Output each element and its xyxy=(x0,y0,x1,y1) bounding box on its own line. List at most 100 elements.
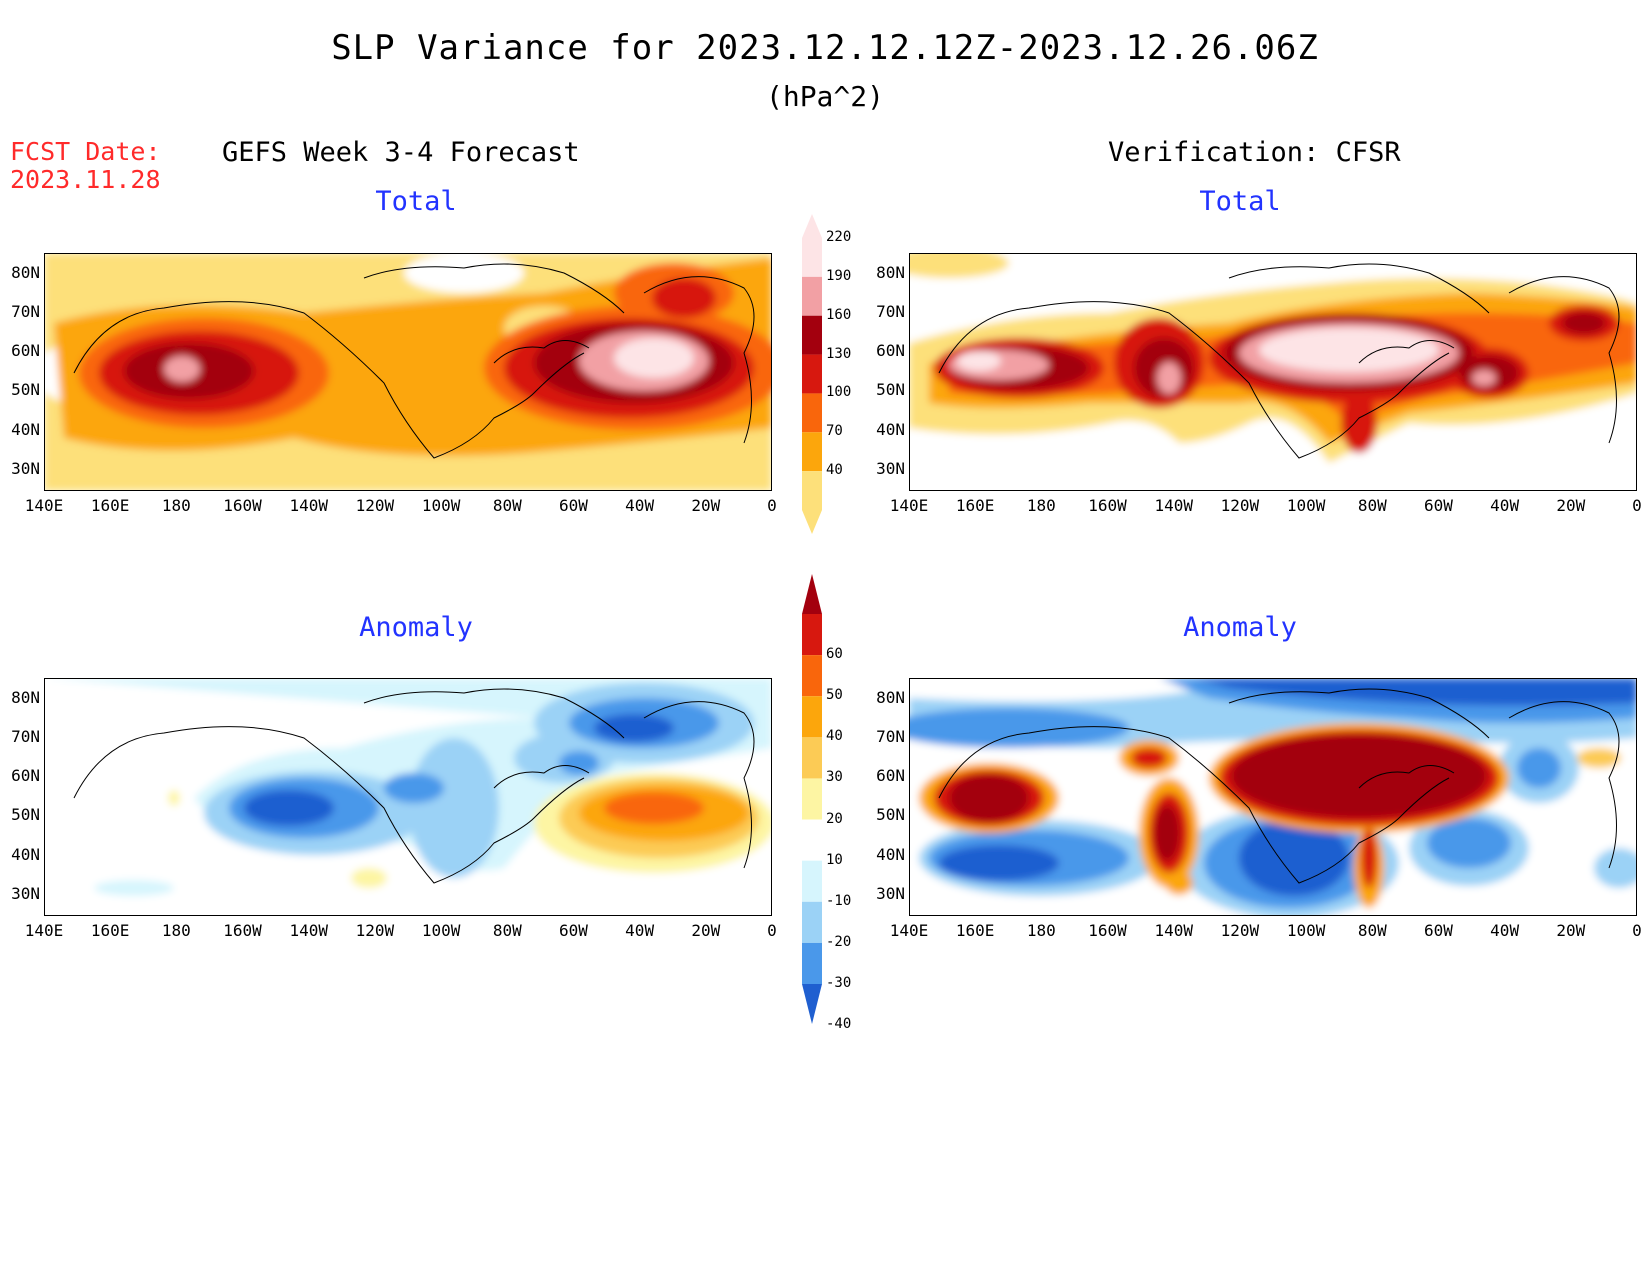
colorbar-swatch xyxy=(802,471,822,510)
lat-tick-label: 40N xyxy=(11,845,40,864)
lat-tick-label: 30N xyxy=(876,884,905,903)
anomaly-colorbar: 60 50 40 30 20 10 -10 -20 -30 -40 xyxy=(802,574,862,1032)
colorbar-tick-label: 40 xyxy=(826,728,843,745)
lon-tick-label: 120W xyxy=(355,921,395,940)
verification-column-title: Verification: CFSR xyxy=(1108,137,1401,168)
colorbar-tick-label: 40 xyxy=(826,462,843,479)
lon-tick-label: 180 xyxy=(1026,496,1056,515)
lat-tick-label: 50N xyxy=(876,380,905,399)
colorbar-tick-label: 50 xyxy=(826,687,843,704)
lon-tick-label: 120W xyxy=(1220,921,1260,940)
lon-tick-label: 0 xyxy=(767,921,777,940)
colorbar-swatch xyxy=(802,315,822,355)
lon-tick-label: 60W xyxy=(1424,921,1453,940)
lon-tick-label: 160W xyxy=(1088,496,1127,515)
lon-tick-label: 120W xyxy=(1220,496,1260,515)
lon-tick-label: 180 xyxy=(161,921,191,940)
colorbar-swatch xyxy=(802,276,822,316)
lon-tick-label: 20W xyxy=(1556,921,1586,940)
lat-tick-label: 70N xyxy=(876,302,905,321)
lat-tick-label: 60N xyxy=(11,766,40,785)
forecast-total-map xyxy=(44,253,772,491)
colorbar-swatch xyxy=(802,432,822,472)
forecast-anomaly-map xyxy=(44,678,772,916)
lat-tick-label: 50N xyxy=(11,805,40,824)
lat-tick-label: 50N xyxy=(876,805,905,824)
colorbar-tick-label: 70 xyxy=(826,423,843,440)
lon-tick-label: 80W xyxy=(492,496,522,515)
lon-tick-label: 40W xyxy=(625,921,655,940)
lon-tick-label: 160W xyxy=(223,921,262,940)
lon-tick-label: 140E xyxy=(889,496,929,515)
lat-tick-label: 40N xyxy=(11,420,40,439)
lon-tick-label: 100W xyxy=(421,921,461,940)
lon-tick-label: 120W xyxy=(355,496,395,515)
lat-tick-label: 80N xyxy=(876,688,905,707)
lon-tick-label: 140E xyxy=(24,921,64,940)
lon-tick-label: 180 xyxy=(1026,921,1056,940)
colorbar-tick-label: 160 xyxy=(826,306,852,323)
lon-tick-label: 100W xyxy=(1286,921,1326,940)
colorbar-swatch xyxy=(802,655,822,697)
colorbar-tick-label: 190 xyxy=(826,267,852,284)
lat-tick-label: 30N xyxy=(876,459,905,478)
fcst-date-block: FCST Date: 2023.11.28 xyxy=(10,138,161,194)
lon-tick-label: 140W xyxy=(289,921,328,940)
chart-units: (hPa^2) xyxy=(765,80,884,113)
lat-tick-label: 40N xyxy=(876,420,905,439)
anomaly-colorbar-strip xyxy=(802,574,822,1024)
colorbar-swatch xyxy=(802,614,822,656)
chart-title: SLP Variance for 2023.12.12.12Z-2023.12.… xyxy=(331,28,1319,68)
lat-tick-label: 40N xyxy=(876,845,905,864)
lon-tick-label: 80W xyxy=(1357,496,1387,515)
lon-tick-label: 40W xyxy=(1490,496,1520,515)
lat-tick-label: 70N xyxy=(876,727,905,746)
lon-tick-label: 0 xyxy=(1632,921,1642,940)
verification-total-map xyxy=(909,253,1637,491)
colorbar-swatch xyxy=(802,696,822,738)
total-colorbar: 220 190 160 130 100 70 40 xyxy=(802,214,862,534)
lon-tick-label: 160E xyxy=(90,921,130,940)
forecast-column-title: GEFS Week 3-4 Forecast xyxy=(222,137,580,168)
colorbar-swatch xyxy=(802,737,822,779)
verification-total-label: Total xyxy=(1199,186,1281,217)
lon-tick-label: 180 xyxy=(161,496,191,515)
lat-tick-label: 80N xyxy=(11,263,40,282)
lon-tick-label: 80W xyxy=(492,921,522,940)
colorbar-tick-label: 220 xyxy=(826,229,852,245)
lon-tick-label: 20W xyxy=(691,496,721,515)
lat-tick-label: 50N xyxy=(11,380,40,399)
colorbar-swatch xyxy=(802,778,822,820)
lat-tick-label: 80N xyxy=(11,688,40,707)
lon-tick-label: 0 xyxy=(1632,496,1642,515)
colorbar-bottom-arrow xyxy=(802,510,822,534)
lon-tick-label: 140W xyxy=(1154,921,1193,940)
colorbar-tick-label: 60 xyxy=(826,646,843,663)
colorbar-swatch xyxy=(802,942,822,984)
colorbar-tick-label: 30 xyxy=(826,769,843,786)
colorbar-swatch xyxy=(802,984,822,1024)
colorbar-swatch xyxy=(802,393,822,433)
forecast-total-label: Total xyxy=(375,186,457,217)
lon-tick-label: 100W xyxy=(421,496,461,515)
lon-tick-label: 40W xyxy=(1490,921,1520,940)
colorbar-top-arrow xyxy=(802,214,822,238)
colorbar-tick-label: -30 xyxy=(826,975,852,991)
colorbar-tick-label: 130 xyxy=(826,345,852,362)
colorbar-tick-label: -20 xyxy=(826,933,852,950)
colorbar-tick-label: -10 xyxy=(826,892,852,909)
lon-tick-label: 80W xyxy=(1357,921,1387,940)
total-colorbar-strip xyxy=(802,214,822,534)
colorbar-swatch xyxy=(802,354,822,394)
fcst-date-value: 2023.11.28 xyxy=(10,165,161,194)
lon-tick-label: 140W xyxy=(289,496,328,515)
colorbar-swatch xyxy=(802,860,822,902)
lon-tick-label: 0 xyxy=(767,496,777,515)
lon-tick-label: 60W xyxy=(1424,496,1453,515)
lat-tick-label: 70N xyxy=(11,727,40,746)
lon-tick-label: 60W xyxy=(559,921,588,940)
lon-tick-label: 20W xyxy=(1556,496,1586,515)
lat-tick-label: 60N xyxy=(876,341,905,360)
colorbar-tick-label: 100 xyxy=(826,384,852,401)
colorbar-tick-label: -40 xyxy=(826,1016,852,1033)
